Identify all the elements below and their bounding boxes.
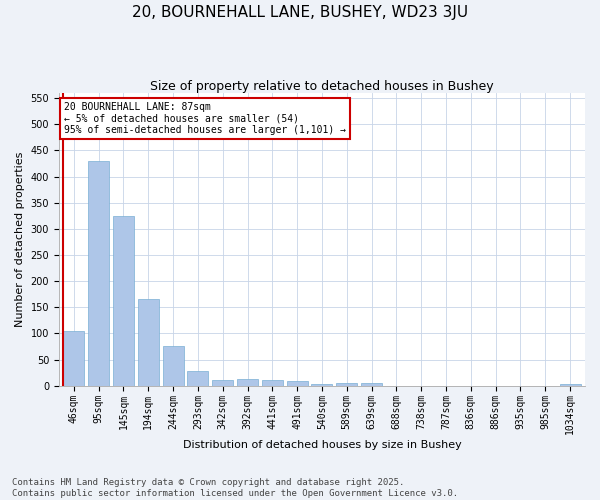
Bar: [560, 384, 581, 386]
Bar: [113, 216, 134, 386]
Bar: [336, 383, 358, 386]
X-axis label: Distribution of detached houses by size in Bushey: Distribution of detached houses by size …: [182, 440, 461, 450]
Text: 20, BOURNEHALL LANE, BUSHEY, WD23 3JU: 20, BOURNEHALL LANE, BUSHEY, WD23 3JU: [132, 5, 468, 20]
Bar: [88, 161, 109, 386]
Text: 20 BOURNEHALL LANE: 87sqm
← 5% of detached houses are smaller (54)
95% of semi-d: 20 BOURNEHALL LANE: 87sqm ← 5% of detach…: [64, 102, 346, 135]
Bar: [287, 382, 308, 386]
Bar: [262, 380, 283, 386]
Bar: [237, 380, 258, 386]
Bar: [163, 346, 184, 386]
Bar: [311, 384, 332, 386]
Bar: [63, 331, 85, 386]
Bar: [361, 383, 382, 386]
Y-axis label: Number of detached properties: Number of detached properties: [15, 152, 25, 327]
Bar: [187, 371, 208, 386]
Title: Size of property relative to detached houses in Bushey: Size of property relative to detached ho…: [150, 80, 494, 93]
Bar: [212, 380, 233, 386]
Text: Contains HM Land Registry data © Crown copyright and database right 2025.
Contai: Contains HM Land Registry data © Crown c…: [12, 478, 458, 498]
Bar: [137, 300, 159, 386]
